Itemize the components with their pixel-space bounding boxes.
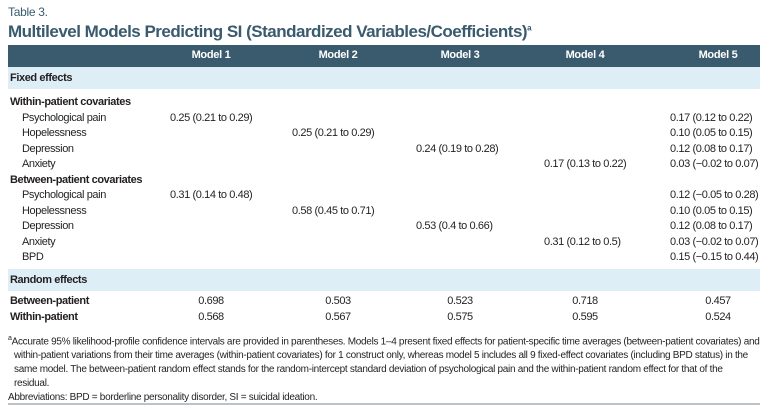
column-header-model-2: Model 2 (318, 49, 358, 61)
cell-model-1: 0.31 (0.14 to 0.48) (170, 189, 253, 201)
table-row: Between-patient covariates (8, 173, 760, 188)
table-row: Anxiety 0.17 (0.13 to 0.22) 0.03 (−0.02 to… (8, 157, 760, 172)
table-row: Psychological pain 0.25 (0.21 to 0.29) 0.1… (8, 111, 760, 126)
footnote: aAccurate 95% likelihood-profile confide… (8, 332, 760, 391)
row-label: Anxiety (22, 235, 56, 248)
cell-model-1: 0.698 (198, 295, 224, 307)
row-label: Anxiety (22, 158, 56, 170)
section-random-effects: Random effects (8, 269, 760, 291)
cell-model-5: 0.17 (0.12 to 0.22) (670, 111, 753, 124)
bottom-rule (8, 403, 760, 405)
section-fixed-effects: Fixed effects (8, 67, 760, 89)
cell-model-2: 0.503 (325, 295, 351, 307)
table-row: Hopelessness 0.25 (0.21 to 0.29) 0.10 (0.0… (8, 126, 760, 141)
cell-model-4: 0.31 (0.12 to 0.5) (544, 235, 621, 248)
row-label: Psychological pain (22, 189, 106, 201)
cell-model-5: 0.12 (0.08 to 0.17) (670, 220, 753, 232)
cell-model-5: 0.10 (0.05 to 0.15) (670, 204, 753, 217)
cell-model-5: 0.03 (−0.02 to 0.07) (670, 235, 759, 248)
table-row: Depression 0.24 (0.19 to 0.28) 0.12 (0.08 … (8, 142, 760, 157)
table-row: Anxiety 0.31 (0.12 to 0.5) 0.03 (−0.02 to … (8, 235, 760, 250)
row-label: Between-patient (10, 295, 89, 307)
abbreviations: Abbreviations: BPD = borderline personal… (8, 392, 318, 404)
row-label: Within-patient (10, 311, 78, 323)
cell-model-2: 0.567 (325, 311, 351, 323)
row-label: Between-patient covariates (10, 173, 143, 186)
cell-model-3: 0.53 (0.4 to 0.66) (416, 220, 493, 232)
cell-model-5: 0.15 (−0.15 to 0.44) (670, 251, 759, 263)
cell-model-5: 0.03 (−0.02 to 0.07) (670, 158, 759, 170)
footnote-mark: a (8, 335, 12, 342)
table-row: Between-patient 0.698 0.503 0.523 0.718 0.457 (8, 294, 760, 309)
column-header-model-4: Model 4 (565, 49, 605, 61)
cell-model-4: 0.718 (572, 295, 598, 307)
cell-model-5: 0.524 (705, 311, 731, 323)
row-label: Depression (22, 142, 74, 155)
cell-model-5: 0.12 (0.08 to 0.17) (670, 142, 753, 155)
title-footnote-mark: a (527, 23, 532, 33)
table-row: Within-patient covariates (8, 95, 760, 110)
section-label: Fixed effects (10, 72, 73, 84)
row-label: Depression (22, 220, 74, 232)
section-label: Random effects (10, 274, 87, 286)
table-label: Table 3. (8, 5, 48, 19)
table-row: Hopelessness 0.58 (0.45 to 0.71) 0.10 (0.0… (8, 204, 760, 219)
row-label: Psychological pain (22, 111, 106, 124)
cell-model-2: 0.25 (0.21 to 0.29) (292, 127, 375, 139)
cell-model-5: 0.12 (−0.05 to 0.28) (670, 189, 759, 201)
cell-model-4: 0.17 (0.13 to 0.22) (544, 158, 627, 170)
footnote-text: Accurate 95% likelihood-profile confiden… (11, 336, 760, 390)
cell-model-3: 0.24 (0.19 to 0.28) (416, 142, 499, 155)
column-header-model-5: Model 5 (698, 49, 738, 61)
table-row: Within-patient 0.568 0.567 0.575 0.595 0.524 (8, 310, 760, 325)
column-header-model-3: Model 3 (440, 49, 480, 61)
cell-model-5: 0.457 (705, 295, 731, 307)
table-title-text: Multilevel Models Predicting SI (Standar… (8, 22, 528, 41)
cell-model-5: 0.10 (0.05 to 0.15) (670, 127, 753, 139)
row-label: Hopelessness (22, 127, 87, 139)
table-footnotes: aAccurate 95% likelihood-profile confide… (8, 332, 760, 405)
table-header: Model 1 Model 2 Model 3 Model 4 Model 5 (8, 45, 760, 67)
row-label: BPD (22, 251, 44, 263)
column-header-model-1: Model 1 (191, 49, 231, 61)
cell-model-3: 0.575 (447, 311, 473, 323)
cell-model-4: 0.595 (572, 311, 598, 323)
table-row: BPD 0.15 (−0.15 to 0.44) (8, 250, 760, 265)
table-title: Multilevel Models Predicting SI (Standar… (8, 22, 532, 42)
cell-model-3: 0.523 (447, 295, 473, 307)
cell-model-2: 0.58 (0.45 to 0.71) (292, 204, 375, 217)
row-label: Hopelessness (22, 204, 87, 217)
table-row: Psychological pain 0.31 (0.14 to 0.48) 0.1… (8, 188, 760, 203)
cell-model-1: 0.568 (198, 311, 224, 323)
cell-model-1: 0.25 (0.21 to 0.29) (170, 111, 253, 124)
table-row: Depression 0.53 (0.4 to 0.66) 0.12 (0.08 t… (8, 219, 760, 234)
row-label: Within-patient covariates (10, 96, 131, 108)
